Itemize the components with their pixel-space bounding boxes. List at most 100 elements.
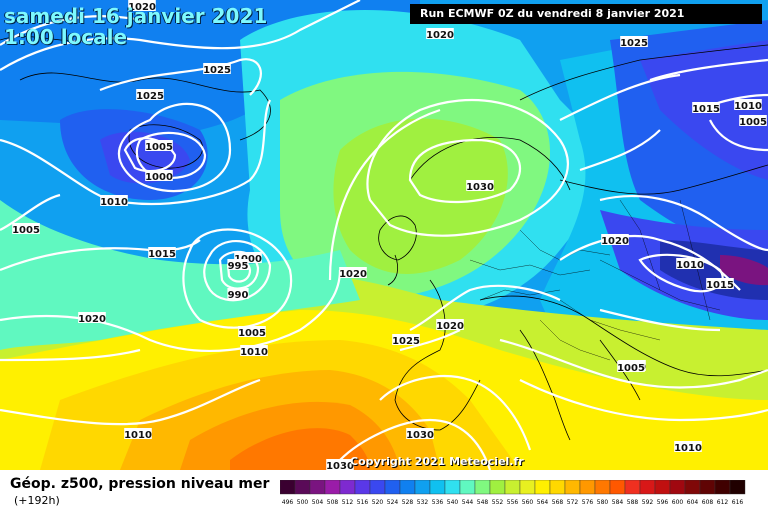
isobar-990-low2-label: 990 — [227, 288, 249, 301]
isobar-1000-low1-label: 1000 — [145, 170, 173, 183]
isobar-1020-topleft-label-bg — [128, 0, 156, 11]
legend-swatch-536 — [429, 480, 446, 495]
isobar-1010-west-label-bg — [100, 195, 128, 206]
isobar-1010-balkans-label: 1010 — [674, 441, 702, 454]
legend-value-564: 564 — [537, 499, 549, 506]
legend-swatch-512 — [339, 480, 356, 495]
legend-swatch-496 — [280, 480, 296, 495]
model-run-label: Run ECMWF 0Z du vendredi 8 janvier 2021 — [410, 4, 762, 24]
isobar-1025-iberia-label-bg — [392, 334, 420, 345]
isobar-1015-west-label-bg — [148, 247, 176, 258]
legend-value-524: 524 — [387, 499, 399, 506]
isobar-1005-low2-label-bg — [238, 326, 266, 337]
isobar-1030-bottom-label-bg — [326, 459, 354, 470]
isobar-1005-ne1-label-bg — [739, 115, 767, 126]
isobar-1010-balkans-value: 1010 — [674, 443, 702, 454]
isobar-1030-bottom-label: 1030 — [326, 459, 354, 470]
legend-swatch-564 — [534, 480, 551, 495]
legend-swatch-560 — [519, 480, 536, 495]
legend-value-596: 596 — [657, 499, 669, 506]
legend-swatch-504 — [309, 480, 326, 495]
legend-value-496: 496 — [282, 499, 294, 506]
legend-value-504: 504 — [312, 499, 324, 506]
isobar-1020-east-value: 1020 — [601, 236, 629, 247]
isobar-1015-west-value: 1015 — [148, 249, 176, 260]
isobar-990-low2-label-bg — [227, 288, 249, 299]
legend-swatch-600 — [669, 480, 686, 495]
legend-swatch-612 — [714, 480, 731, 495]
isobar-1025-iberia-label: 1025 — [392, 334, 420, 347]
isobar-1020-north-label: 1020 — [426, 28, 454, 41]
isobar-1025-greenland-label-bg — [203, 63, 231, 74]
isobar-1020-france-label: 1020 — [436, 319, 464, 332]
legend-value-532: 532 — [417, 499, 429, 506]
legend-value-540: 540 — [447, 499, 459, 506]
isobar-1010-balkans-label-bg — [674, 441, 702, 452]
lead-time: (+192h) — [14, 494, 60, 507]
isobar-1020-mid-value: 1020 — [339, 269, 367, 280]
isobar-1025-topright-label: 1025 — [620, 36, 648, 49]
legend-swatch-568 — [549, 480, 566, 495]
isobar-1005-ne2-value: 1005 — [617, 363, 645, 374]
legend-swatch-524 — [384, 480, 401, 495]
parameter-title: Géop. z500, pression niveau mer — [10, 476, 270, 492]
isobar-labels: 1020 1020 1025 1025 1025 1005 1000 1010 1005 1015… — [12, 0, 767, 470]
isobar-1025-topright-label-bg — [620, 36, 648, 47]
isobar-1020-topleft-label: 1020 — [128, 0, 156, 13]
isobar-1000-low2-label-bg — [234, 252, 262, 263]
isobar-1005-west-label-bg — [12, 223, 40, 234]
isobar-1025-greenland-label: 1025 — [203, 63, 231, 76]
isobar-1030-south-label: 1030 — [406, 428, 434, 441]
legend-value-552: 552 — [492, 499, 504, 506]
isobar-1015-west-label: 1015 — [148, 247, 176, 260]
isobar-1015-east-value: 1015 — [706, 280, 734, 291]
isobar-1010-low2-value: 1010 — [240, 347, 268, 358]
isobar-1000-low1-value: 1000 — [145, 172, 173, 183]
legend-swatch-508 — [324, 480, 341, 495]
isobar-1010-southwest-label: 1010 — [124, 428, 152, 441]
legend-value-528: 528 — [402, 499, 414, 506]
isobar-1015-southeast-value: 1015 — [692, 104, 720, 115]
legend-swatch-584 — [609, 480, 626, 495]
legend-swatch-596 — [654, 480, 671, 495]
legend-value-548: 548 — [477, 499, 489, 506]
isobar-1015-southeast-label: 1015 — [692, 102, 720, 115]
isobar-1005-ne2-label-bg — [617, 361, 645, 372]
legend-value-500: 500 — [297, 499, 309, 506]
isobar-1030-south-label-bg — [406, 428, 434, 439]
legend-value-576: 576 — [582, 499, 594, 506]
isobar-1010-ne-value: 1010 — [734, 101, 762, 112]
isobar-995-low2-value: 995 — [228, 261, 249, 272]
isobar-1020-france-label-bg — [436, 319, 464, 330]
legend-value-608: 608 — [702, 499, 714, 506]
legend-swatch-576 — [579, 480, 596, 495]
isobar-995-low2-label-bg — [227, 259, 249, 270]
legend-value-572: 572 — [567, 499, 579, 506]
isobar-1025-iberia-value: 1025 — [392, 336, 420, 347]
isobar-1030-high-value: 1030 — [466, 182, 494, 193]
legend-value-536: 536 — [432, 499, 444, 506]
isobar-1005-ne1-label: 1005 — [739, 115, 767, 128]
isobar-1010-ne-label: 1010 — [734, 99, 762, 112]
legend-value-600: 600 — [672, 499, 684, 506]
isobar-1005-ne1-value: 1005 — [739, 117, 767, 128]
legend-swatch-520 — [369, 480, 386, 495]
isobar-1010-ne-label-bg — [734, 99, 762, 110]
isobar-1015-east-label-bg — [706, 278, 734, 289]
isobar-1025-iceland-label: 1025 — [136, 89, 164, 102]
legend-swatch-516 — [354, 480, 371, 495]
isobar-995-low2-label: 995 — [227, 259, 249, 272]
legend-swatch-552 — [489, 480, 506, 495]
isobar-1010-east1-value: 1010 — [676, 260, 704, 271]
forecast-local-time: 1:00 locale — [4, 25, 128, 49]
isobar-1005-low2-label: 1005 — [238, 326, 266, 339]
legend-swatch-604 — [684, 480, 701, 495]
isobar-1010-east1-label: 1010 — [676, 258, 704, 271]
isobar-1020-atlantic-value: 1020 — [78, 314, 106, 325]
legend-value-616: 616 — [732, 499, 744, 506]
isobar-1020-east-label: 1020 — [601, 234, 629, 247]
legend-swatch-588 — [624, 480, 641, 495]
isobar-1005-ne2-label: 1005 — [617, 361, 645, 374]
isobar-1015-southeast-label-bg — [692, 102, 720, 113]
